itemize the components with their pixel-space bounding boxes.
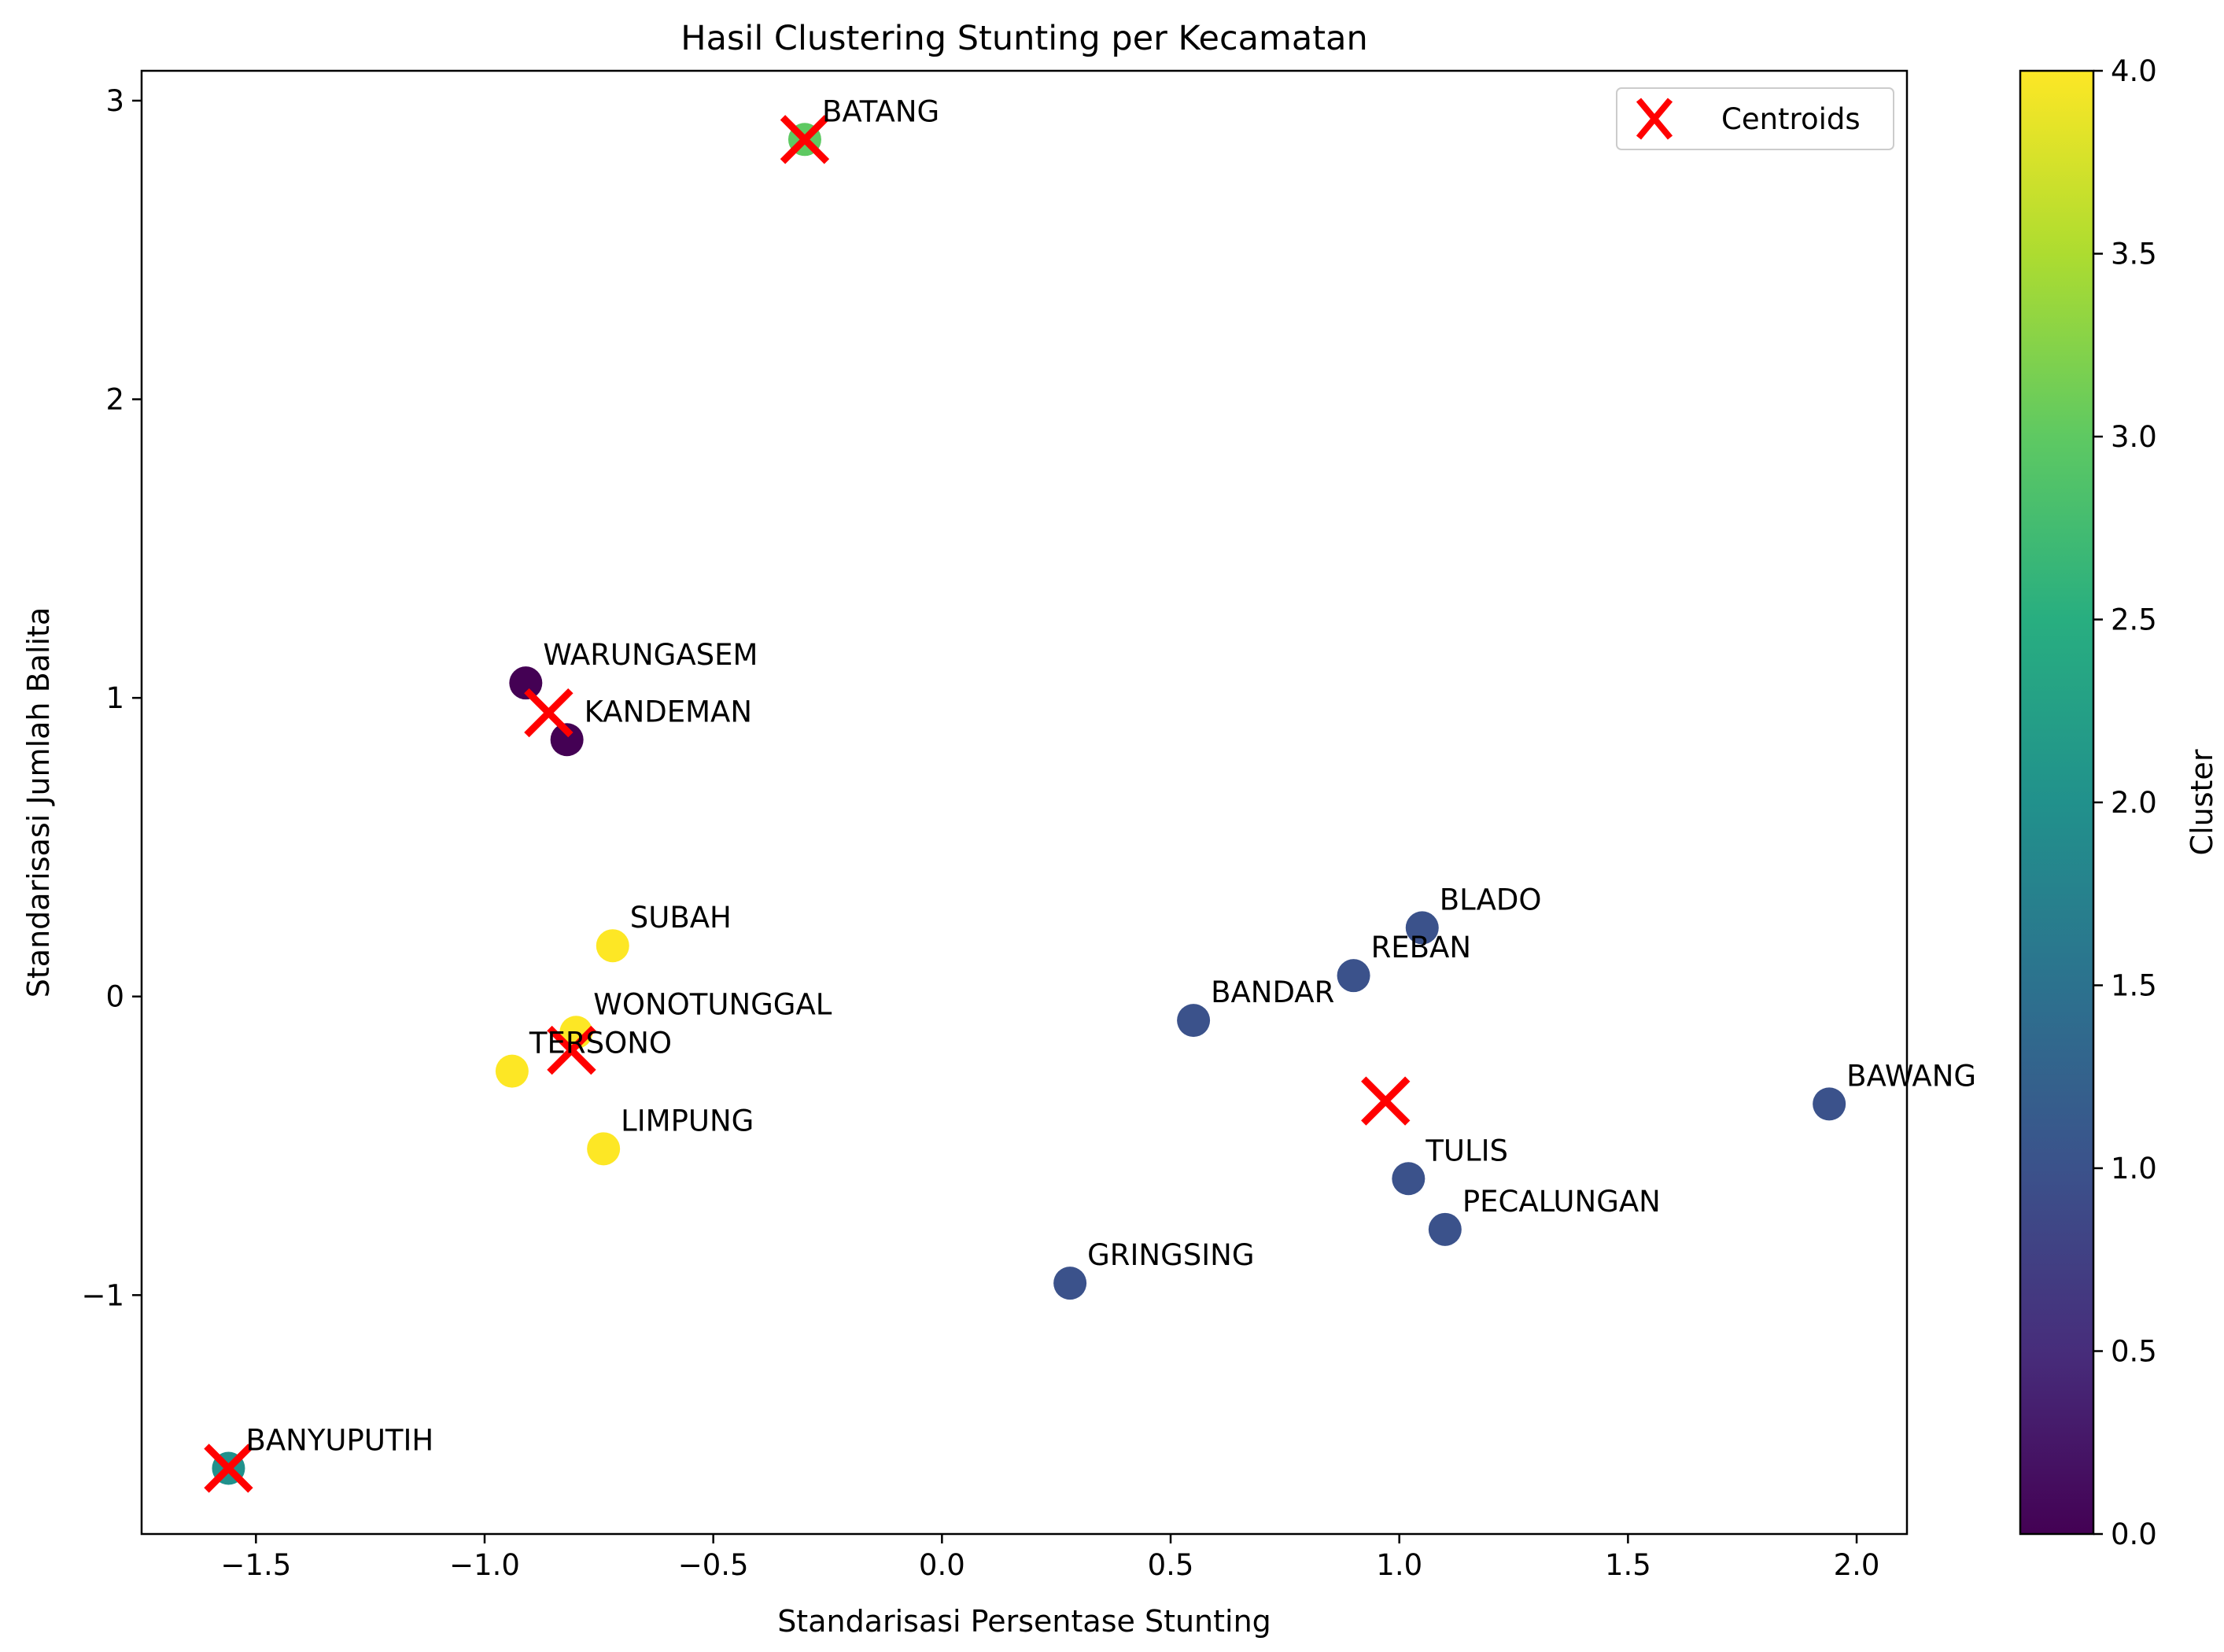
y-tick-label: 3 (105, 84, 124, 118)
chart-title: Hasil Clustering Stunting per Kecamatan (680, 19, 1367, 58)
data-point (495, 1054, 529, 1088)
colorbar-tick-label: 2.0 (2111, 786, 2157, 820)
x-axis-ticks: −1.5 −1.0 −0.5 0.0 0.5 1.0 1.5 2.0 (220, 1534, 1879, 1582)
colorbar-tick-label: 1.5 (2111, 969, 2157, 1003)
centroid-marker (524, 688, 574, 738)
colorbar-gradient (2019, 69, 2095, 1536)
y-axis-label: Standarisasi Jumlah Balita (21, 607, 56, 997)
data-point (1337, 959, 1370, 993)
point-label: REBAN (1371, 931, 1471, 964)
point-label: BANDAR (1211, 975, 1334, 1009)
plot-frame (140, 69, 1909, 1536)
point-label: GRINGSING (1087, 1238, 1254, 1272)
point-labels: BATANG WARUNGASEM KANDEMAN SUBAH WONOTUNGGAL… (245, 94, 1976, 1457)
data-point (509, 666, 543, 700)
colorbar-tick-label: 0.5 (2111, 1335, 2157, 1369)
y-tick-label: 2 (105, 383, 124, 417)
centroid-marker (780, 115, 830, 164)
y-tick-label: −1 (81, 1278, 124, 1312)
data-point (596, 929, 629, 963)
y-axis-ticks: −1 0 1 2 3 (81, 84, 142, 1312)
x-tick-label: 0.0 (919, 1548, 965, 1582)
colorbar-tick-label: 3.5 (2111, 238, 2157, 271)
data-point (587, 1132, 621, 1166)
data-point (1177, 1004, 1211, 1038)
y-tick-label: 1 (105, 681, 124, 715)
y-tick-label: 0 (105, 980, 124, 1014)
colorbar-tick-label: 1.0 (2111, 1152, 2157, 1186)
colorbar-tick-label: 0.0 (2111, 1517, 2157, 1551)
point-label: TULIS (1425, 1134, 1508, 1167)
point-label: BATANG (822, 94, 939, 128)
point-label: WONOTUNGGAL (593, 987, 832, 1021)
point-label: KANDEMAN (585, 695, 752, 728)
legend-box (1616, 87, 1894, 150)
colorbar-label: Cluster (2185, 749, 2219, 855)
point-label: SUBAH (630, 901, 732, 935)
x-axis-label: Standarisasi Persentase Stunting (777, 1604, 1271, 1639)
x-tick-label: −1.0 (449, 1548, 520, 1582)
legend: Centroids (1616, 87, 1894, 150)
x-tick-label: 2.0 (1834, 1548, 1880, 1582)
centroid-markers (204, 115, 1411, 1493)
centroid-marker (1361, 1076, 1411, 1126)
x-tick-label: 0.5 (1148, 1548, 1194, 1582)
data-points (212, 123, 1846, 1485)
data-point (550, 723, 584, 757)
colorbar-tick-label: 2.5 (2111, 603, 2157, 637)
centroid-marker (547, 1025, 596, 1075)
data-point (1813, 1087, 1846, 1121)
point-label: TERSONO (529, 1027, 672, 1060)
x-tick-label: −1.5 (220, 1548, 291, 1582)
centroid-marker (204, 1444, 253, 1493)
colorbar-ticks: 0.0 0.5 1.0 1.5 2.0 2.5 3.0 3.5 4.0 (2093, 54, 2157, 1551)
data-point (1053, 1267, 1087, 1300)
data-point (1428, 1212, 1462, 1246)
point-label: BANYUPUTIH (245, 1423, 433, 1457)
colorbar-tick-label: 4.0 (2111, 54, 2157, 88)
point-label: LIMPUNG (621, 1104, 754, 1138)
legend-label-centroids: Centroids (1721, 102, 1861, 136)
colorbar-tick-label: 3.0 (2111, 420, 2157, 454)
x-tick-label: 1.5 (1605, 1548, 1651, 1582)
x-tick-label: 1.0 (1376, 1548, 1422, 1582)
legend-centroid-marker (1636, 98, 1673, 140)
point-label: PECALUNGAN (1462, 1185, 1661, 1219)
point-label: WARUNGASEM (543, 638, 758, 672)
point-label: BLADO (1440, 883, 1542, 916)
data-point (1392, 1162, 1425, 1196)
point-label: BAWANG (1846, 1059, 1976, 1093)
x-tick-label: −0.5 (678, 1548, 749, 1582)
data-point (1405, 911, 1439, 945)
